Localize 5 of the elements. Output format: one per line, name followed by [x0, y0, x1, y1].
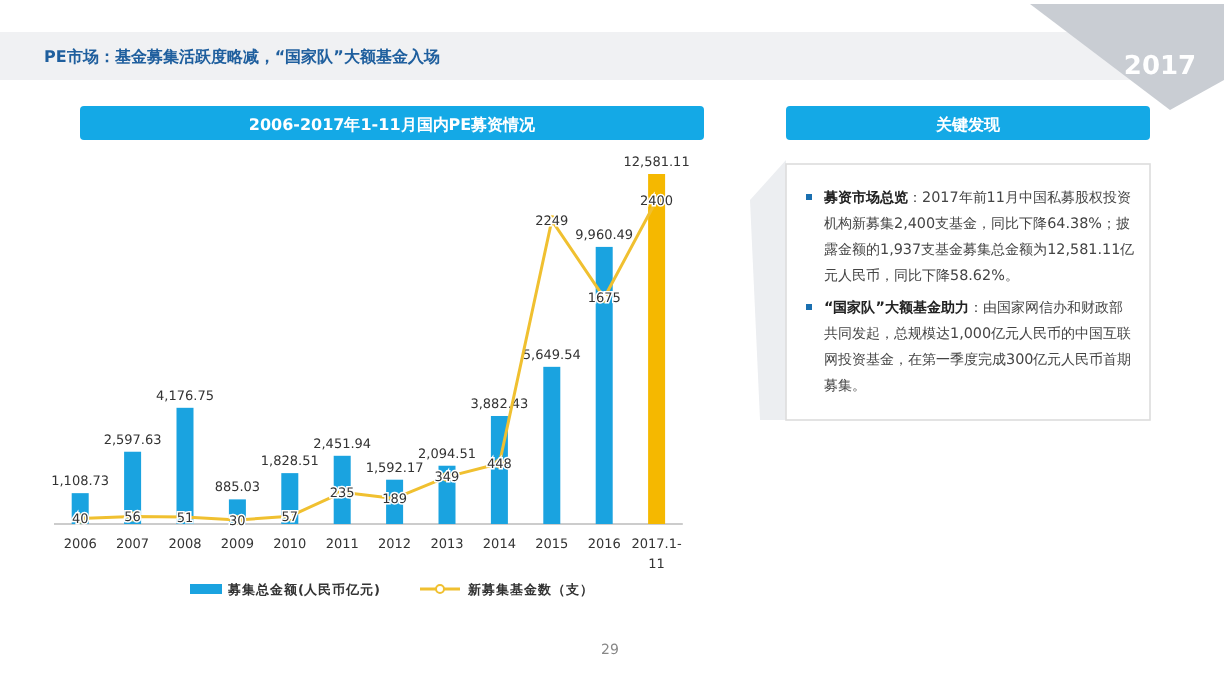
- bar: [176, 407, 194, 524]
- chart-subtitle: 2006-2017年1-11月国内PE募资情况: [248, 116, 538, 134]
- text: 关键发现: [934, 116, 1002, 134]
- chart-title: PE市场：基金募集活跃度略减，“国家队”大额基金入场: [44, 46, 440, 66]
- bar: [543, 366, 561, 524]
